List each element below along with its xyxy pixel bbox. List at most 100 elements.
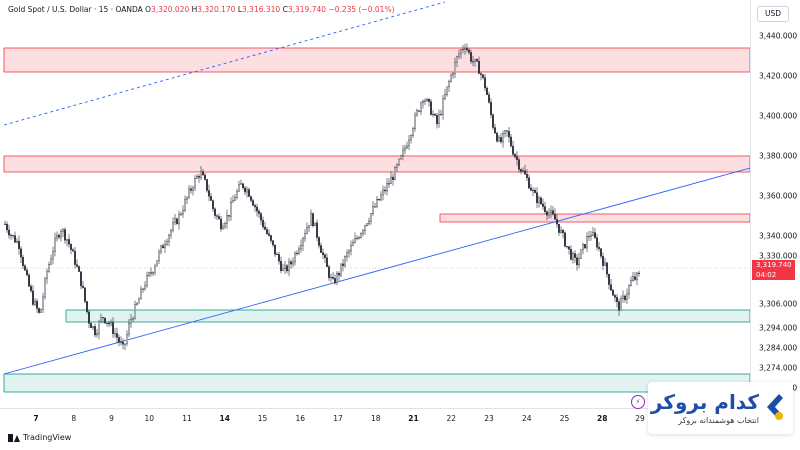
replay-icon[interactable]: ⚡	[631, 395, 645, 409]
candle-body	[62, 229, 64, 232]
price-tick-label: 3,274.000	[759, 363, 798, 373]
candle-body	[438, 114, 440, 124]
candle-body	[614, 295, 616, 298]
candle-body	[334, 278, 336, 284]
candle-body	[84, 287, 86, 302]
candle-body	[506, 130, 508, 132]
time-tick-label: 9	[109, 414, 114, 423]
time-axis[interactable]: 7 8 9 10 11 14 15 16 17 18 21 22 23 24 25 28 29	[0, 408, 750, 427]
candle-body	[578, 258, 580, 266]
candle-body	[612, 289, 614, 296]
candle-body	[576, 257, 578, 266]
candle-body	[502, 133, 504, 143]
candle-body	[468, 49, 470, 53]
candle-body	[158, 251, 160, 261]
candle-body	[314, 222, 316, 227]
candle-body	[238, 184, 240, 192]
candle-body	[352, 242, 354, 246]
candle-body	[30, 286, 32, 292]
candle-body	[130, 318, 132, 324]
candle-body	[240, 183, 242, 185]
candle-body	[18, 240, 20, 250]
candle-body	[34, 300, 36, 305]
candle-body	[436, 115, 438, 124]
candle-body	[584, 244, 586, 249]
candle-body	[242, 183, 244, 189]
candle-body	[252, 200, 254, 206]
candle-body	[546, 211, 548, 216]
candle-body	[76, 264, 78, 267]
time-tick-label: 18	[370, 414, 381, 423]
candle-body	[632, 276, 634, 281]
candle-body	[294, 252, 296, 263]
resistance-zone[interactable]	[3, 155, 750, 173]
low-label: L	[237, 5, 243, 14]
candles-layer	[4, 43, 640, 351]
candle-body	[28, 274, 30, 287]
candle-body	[124, 343, 126, 345]
candle-body	[300, 244, 302, 250]
support-zone[interactable]	[65, 309, 750, 323]
candle-body	[510, 136, 512, 147]
candle-body	[302, 237, 304, 246]
candle-body	[258, 210, 260, 214]
symbol-legend[interactable]: Gold Spot / U.S. Dollar · 15 · OANDA O3,…	[8, 5, 395, 14]
candle-body	[42, 296, 44, 310]
resistance-zone[interactable]	[3, 47, 750, 73]
resistance-zone[interactable]	[439, 213, 750, 223]
time-tick-label: 24	[521, 414, 532, 423]
candle-body	[80, 271, 82, 287]
candle-body	[472, 61, 474, 63]
open-label: O	[145, 5, 152, 14]
candle-body	[514, 154, 516, 157]
candle-body	[360, 233, 362, 238]
high-label: H	[191, 5, 198, 14]
candle-body	[582, 244, 584, 250]
candle-body	[220, 218, 222, 230]
candle-body	[134, 304, 136, 319]
tradingview-logo[interactable]: TradingView	[8, 433, 71, 442]
candle-body	[572, 253, 574, 260]
candle-body	[162, 245, 164, 249]
candle-body	[560, 229, 562, 233]
candle-body	[274, 244, 276, 255]
candle-body	[22, 257, 24, 266]
currency-button[interactable]: USD	[757, 6, 789, 22]
candle-body	[174, 218, 176, 223]
candle-body	[150, 272, 152, 274]
support-zone[interactable]	[3, 373, 750, 393]
candle-body	[298, 248, 300, 254]
candle-body	[128, 323, 130, 335]
candle-body	[478, 61, 480, 74]
candle-body	[90, 323, 92, 328]
candle-body	[194, 178, 196, 189]
price-axis[interactable]: 3,440.000 3,420.000 3,400.000 3,380.000 3,36…	[750, 0, 800, 425]
candle-body	[168, 234, 170, 242]
candle-body	[172, 222, 174, 231]
candle-body	[264, 226, 266, 230]
candle-body	[222, 226, 224, 230]
candle-body	[372, 206, 374, 214]
trendlines-layer	[3, 1, 750, 375]
symbol-name: Gold Spot / U.S. Dollar	[8, 5, 92, 14]
candle-body	[480, 73, 482, 75]
candle-body	[336, 272, 338, 284]
candle-body	[136, 302, 138, 305]
support-trendline[interactable]	[3, 167, 750, 375]
candle-body	[146, 275, 148, 286]
current-price-value: 3,319.740	[756, 261, 792, 269]
candle-body	[512, 145, 514, 155]
candle-body	[466, 48, 468, 51]
candle-body	[8, 229, 10, 236]
bar-countdown: 04:02	[756, 270, 777, 279]
candle-body	[230, 202, 232, 217]
candle-body	[192, 187, 194, 191]
candle-body	[198, 175, 200, 178]
price-chart[interactable]	[0, 0, 750, 408]
candle-body	[308, 225, 310, 228]
candle-body	[234, 197, 236, 201]
candle-body	[236, 190, 238, 198]
channel-trendline[interactable]	[3, 1, 446, 126]
candle-body	[160, 245, 162, 253]
